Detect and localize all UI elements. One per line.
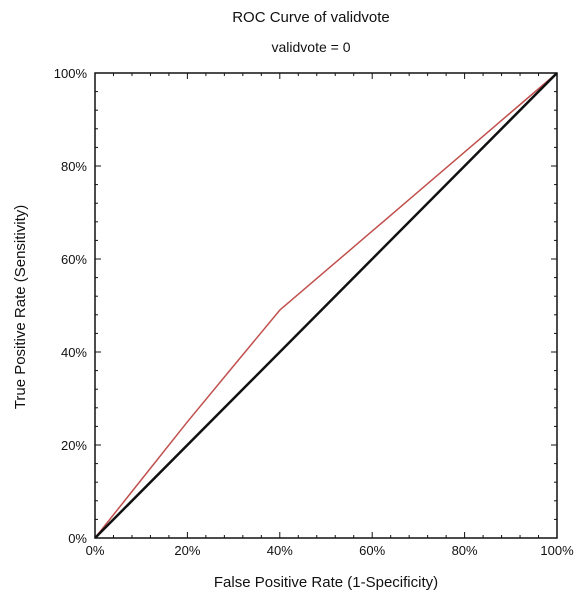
chart-subtitle: validvote = 0: [272, 39, 351, 55]
x-tick-label: 0%: [86, 543, 105, 558]
y-tick-label: 20%: [61, 438, 87, 453]
x-tick-label: 20%: [174, 543, 200, 558]
x-tick-labels: 0% 20% 40% 60% 80% 100%: [86, 543, 574, 558]
roc-curve-line: [94, 72, 558, 539]
x-tick-label: 60%: [359, 543, 385, 558]
y-tick-labels: 0% 20% 40% 60% 80% 100%: [54, 66, 88, 546]
x-tick-label: 40%: [267, 543, 293, 558]
plot-frame: [94, 72, 558, 539]
x-tick-label: 100%: [540, 543, 574, 558]
y-tick-label: 0%: [68, 531, 87, 546]
series-lines: [94, 72, 558, 539]
y-tick-label: 60%: [61, 252, 87, 267]
y-axis-label: True Positive Rate (Sensitivity): [12, 205, 29, 410]
x-axis-label: False Positive Rate (1-Specificity): [214, 574, 438, 591]
y-tick-label: 80%: [61, 159, 87, 174]
reference-diagonal-line: [94, 72, 558, 539]
y-tick-label: 40%: [61, 345, 87, 360]
tick-marks: [94, 72, 558, 539]
x-tick-label: 80%: [452, 543, 478, 558]
chart-title: ROC Curve of validvote: [232, 9, 390, 26]
y-tick-label: 100%: [54, 66, 88, 81]
